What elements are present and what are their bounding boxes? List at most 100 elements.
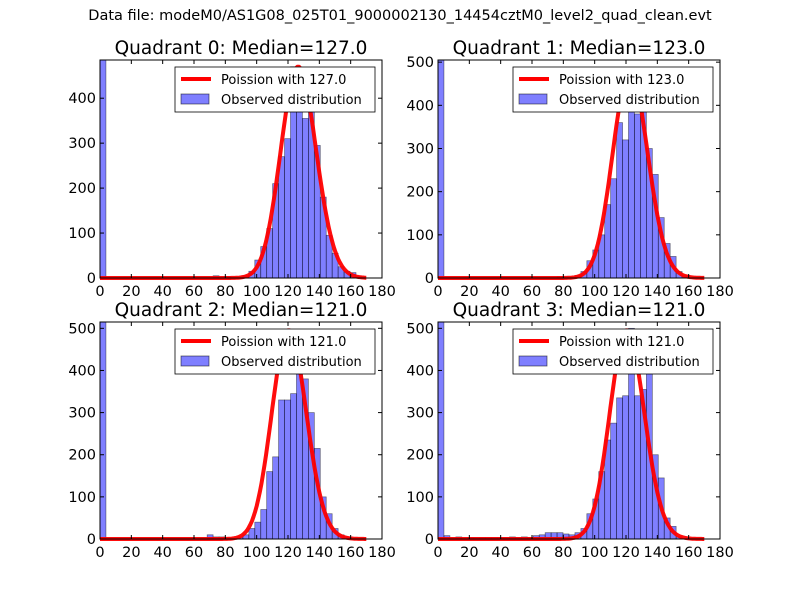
x-tick-label: 20 bbox=[460, 284, 478, 300]
histogram-bar bbox=[296, 106, 303, 279]
legend-bar-swatch bbox=[518, 355, 548, 367]
legend: Poission with 127.0 Observed distribution bbox=[174, 66, 376, 113]
x-tick-label: 140 bbox=[643, 284, 671, 300]
y-tick-label: 100 bbox=[406, 490, 434, 506]
subplot-title: Quadrant 2: Median=121.0 bbox=[115, 300, 368, 321]
histogram-bar bbox=[284, 138, 291, 279]
x-tick-label: 100 bbox=[243, 545, 271, 561]
x-tick-label: 160 bbox=[337, 545, 365, 561]
subplot-title: Quadrant 3: Median=121.0 bbox=[453, 300, 706, 321]
histogram-bar bbox=[99, 321, 107, 540]
x-tick-label: 0 bbox=[95, 284, 104, 300]
x-tick-label: 160 bbox=[675, 545, 703, 561]
histogram-bar bbox=[634, 395, 641, 540]
x-tick-label: 160 bbox=[337, 284, 365, 300]
x-tick-label: 160 bbox=[675, 284, 703, 300]
histogram-bar bbox=[254, 521, 262, 540]
x-tick-label: 100 bbox=[581, 284, 609, 300]
y-tick-label: 100 bbox=[68, 226, 96, 242]
legend-label-poisson: Poission with 121.0 bbox=[221, 335, 346, 350]
x-tick-label: 20 bbox=[122, 545, 140, 561]
x-tick-label: 40 bbox=[491, 545, 509, 561]
x-tick-label: 180 bbox=[368, 284, 396, 300]
histogram-bar bbox=[284, 399, 291, 540]
y-tick-label: 500 bbox=[406, 55, 434, 71]
x-tick-label: 120 bbox=[274, 545, 302, 561]
y-tick-label: 100 bbox=[68, 490, 96, 506]
x-tick-label: 20 bbox=[122, 284, 140, 300]
axes-frame bbox=[437, 59, 721, 279]
x-tick-label: 100 bbox=[243, 284, 271, 300]
y-tick-label: 500 bbox=[406, 321, 434, 337]
y-tick-label: 200 bbox=[68, 448, 96, 464]
y-tick-label: 100 bbox=[406, 228, 434, 244]
histogram-bar bbox=[616, 397, 623, 540]
histogram-bar bbox=[437, 59, 445, 279]
legend-label-poisson: Poission with 127.0 bbox=[221, 73, 346, 88]
x-tick-label: 120 bbox=[612, 545, 640, 561]
axes-frame bbox=[99, 321, 383, 540]
y-tick-label: 200 bbox=[68, 181, 96, 197]
legend-box bbox=[174, 328, 376, 375]
x-tick-label: 0 bbox=[433, 284, 442, 300]
legend: Poission with 121.0 Observed distribution bbox=[174, 328, 376, 375]
x-tick-label: 100 bbox=[581, 545, 609, 561]
y-tick-label: 300 bbox=[406, 406, 434, 422]
legend-label-observed: Observed distribution bbox=[559, 355, 700, 370]
histogram-bar bbox=[266, 471, 273, 540]
axes-frame bbox=[99, 59, 383, 279]
x-tick-label: 140 bbox=[305, 545, 333, 561]
legend-bar-swatch bbox=[518, 93, 548, 105]
x-tick-label: 40 bbox=[153, 284, 171, 300]
x-tick-label: 60 bbox=[185, 284, 203, 300]
histogram-bar bbox=[437, 321, 445, 540]
subplot-quadrant-2: 0 20 40 60 80 100 120 140 160 1800100200300400500… bbox=[68, 300, 396, 561]
x-tick-label: 180 bbox=[368, 545, 396, 561]
x-tick-label: 120 bbox=[274, 284, 302, 300]
legend: Poission with 121.0 Observed distribution bbox=[512, 328, 714, 375]
subplot-title: Quadrant 1: Median=123.0 bbox=[453, 38, 706, 59]
subplot-title: Quadrant 0: Median=127.0 bbox=[115, 38, 368, 59]
histogram-bar bbox=[610, 422, 617, 540]
x-tick-label: 80 bbox=[216, 284, 234, 300]
x-tick-label: 140 bbox=[643, 545, 671, 561]
legend-box bbox=[512, 66, 714, 113]
y-tick-label: 400 bbox=[68, 91, 96, 107]
histogram-bar bbox=[278, 399, 285, 540]
histogram-bar bbox=[616, 122, 623, 279]
histogram-bar bbox=[622, 139, 629, 279]
x-tick-label: 180 bbox=[706, 545, 734, 561]
y-tick-label: 400 bbox=[68, 363, 96, 379]
histogram-bar bbox=[272, 456, 279, 540]
axes-frame bbox=[437, 321, 721, 540]
figure-suptitle: Data file: modeM0/AS1G08_025T01_90000021… bbox=[88, 8, 712, 24]
histogram-bar bbox=[248, 528, 256, 540]
legend-label-observed: Observed distribution bbox=[221, 93, 362, 108]
histogram-bar bbox=[302, 118, 309, 279]
histogram-bar bbox=[634, 113, 641, 279]
legend-box bbox=[512, 328, 714, 375]
x-tick-label: 80 bbox=[554, 284, 572, 300]
legend-label-observed: Observed distribution bbox=[559, 93, 700, 108]
y-tick-label: 0 bbox=[425, 532, 434, 548]
y-tick-label: 300 bbox=[406, 141, 434, 157]
subplot-quadrant-0: 0 20 40 60 80 100 120 140 160 1800100200300400Qua… bbox=[68, 38, 396, 300]
y-tick-label: 400 bbox=[406, 98, 434, 114]
subplot-quadrant-3: 0 20 40 60 80 100 120 140 160 1800100200300400500… bbox=[406, 300, 734, 561]
x-tick-label: 0 bbox=[95, 545, 104, 561]
legend-label-observed: Observed distribution bbox=[221, 355, 362, 370]
x-tick-label: 140 bbox=[305, 284, 333, 300]
histogram-bar bbox=[278, 156, 285, 279]
histogram-bar bbox=[260, 509, 268, 540]
x-tick-label: 60 bbox=[185, 545, 203, 561]
legend-bar-swatch bbox=[180, 93, 210, 105]
y-tick-label: 0 bbox=[87, 271, 96, 287]
legend-label-poisson: Poission with 123.0 bbox=[559, 73, 684, 88]
x-tick-label: 0 bbox=[433, 545, 442, 561]
y-tick-label: 0 bbox=[87, 532, 96, 548]
x-tick-label: 60 bbox=[523, 284, 541, 300]
legend-bar-swatch bbox=[180, 355, 210, 367]
legend: Poission with 123.0 Observed distribution bbox=[512, 66, 714, 113]
y-tick-label: 200 bbox=[406, 448, 434, 464]
